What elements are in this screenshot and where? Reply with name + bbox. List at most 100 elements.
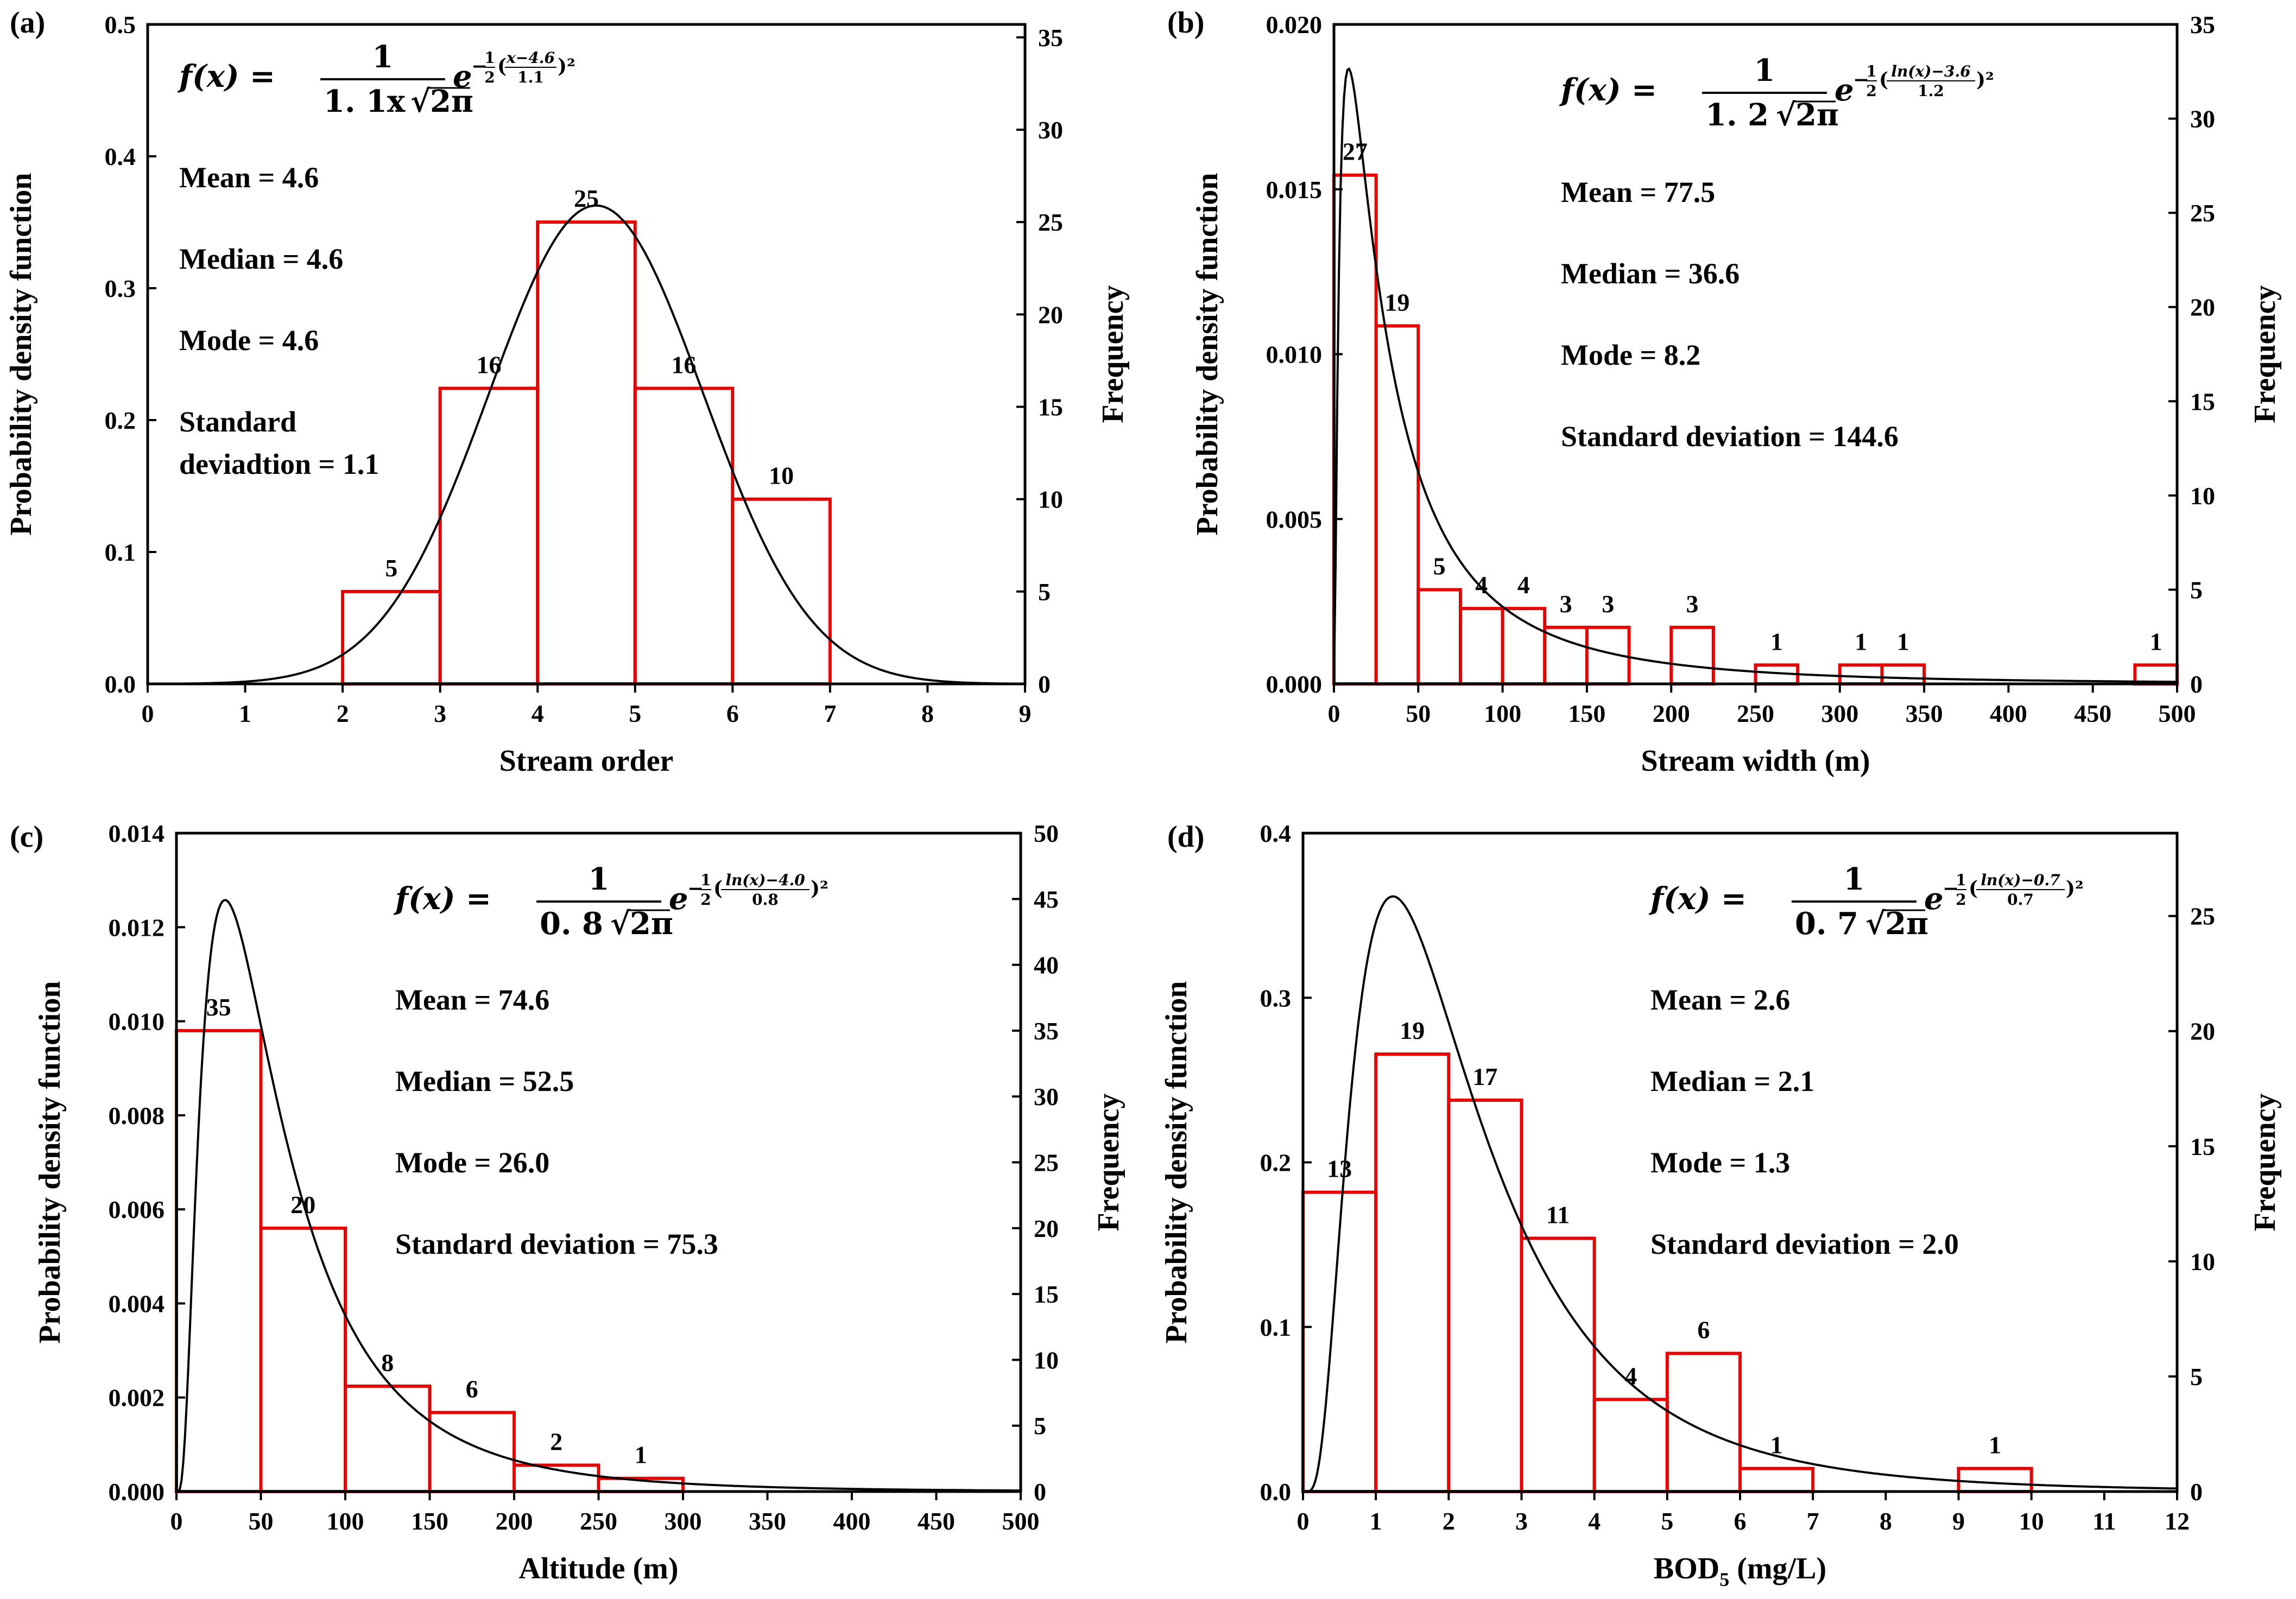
histogram-bar [1447,1098,1523,1493]
bar-label: 19 [1384,288,1409,316]
stat-line: Standard deviation = 144.6 [1561,420,1899,453]
x-tick-label: 5 [629,700,641,727]
histogram-bar [175,1029,263,1493]
histogram-bar [428,1411,516,1493]
bar-label: 5 [1433,552,1446,580]
y-tick-label: 0.006 [109,1196,165,1223]
bar-label: 3 [1560,590,1572,618]
exponent-frac-num: ln(x)−3.6 [1891,62,1970,80]
stat-line: Standard deviation = 2.0 [1650,1228,1959,1260]
stat-line: Mean = 74.6 [395,983,549,1016]
y2-tick-label: 15 [1038,393,1063,421]
equation-e: e [1835,72,1854,108]
y-tick-label: 0.2 [105,407,136,434]
y2-tick-label: 15 [1034,1280,1059,1308]
x-tick-label: 300 [1821,700,1858,727]
y2-tick-label: 15 [2190,1133,2215,1160]
exponent-open: ( [1879,68,1888,91]
equation-numerator: 1 [589,861,610,897]
y-tick-label: 0.2 [1260,1149,1292,1177]
equation-denominator: 1. 2 [1705,97,1769,133]
plot-frame [146,23,1027,686]
x-tick-label: 50 [1406,700,1431,727]
histogram-bar [1880,663,1926,686]
histogram-bar [1669,625,1715,686]
y-tick-label: 0.3 [1260,984,1292,1012]
pdf-equation: f(x) = [393,881,491,917]
x-tick-label: 250 [1737,700,1774,727]
equation-sqrt: √ [410,84,431,119]
bar-label: 1 [1770,627,1783,655]
y2-tick-label: 10 [1034,1346,1059,1374]
x-tick-label: 50 [249,1507,274,1535]
equation-numerator: 1 [1754,53,1775,88]
equation-numerator: 1 [372,39,394,75]
exponent-half-num: 1 [1956,871,1966,889]
histogram-bar [1665,1351,1742,1493]
equation-e: e [1924,881,1944,917]
stat-line: deviadtion = 1.1 [179,448,379,480]
x-tick-label: 9 [1952,1507,1965,1535]
bar-label: 1 [1855,627,1867,655]
panel-label: (d) [1167,820,1204,854]
x-tick-label: 6 [1734,1507,1747,1535]
y-tick-label: 0.004 [109,1290,165,1317]
y2-tick-label: 0 [1038,670,1051,698]
exponent-frac-den: 0.8 [752,891,779,909]
y-tick-label: 0.014 [109,820,165,847]
x-tick-label: 8 [1880,1507,1892,1535]
x-axis-label: BOD5 (mg/L) [1654,1552,1826,1590]
exponent-half-den: 2 [1866,82,1876,100]
y2-tick-label: 45 [1034,885,1059,913]
y2-axis-label: Frequency [2248,1093,2282,1231]
x-tick-label: 4 [532,700,544,727]
exponent-open: ( [497,55,507,78]
bar-label: 19 [1400,1017,1425,1044]
stat-line: Median = 2.1 [1650,1065,1814,1097]
x-tick-label: 450 [918,1507,955,1535]
exponent-frac-den: 0.7 [2007,891,2034,909]
y2-tick-label: 5 [1038,578,1051,606]
y-tick-label: 0.4 [105,143,136,170]
x-tick-label: 12 [2165,1507,2190,1535]
y2-tick-label: 15 [2190,388,2215,415]
y-tick-label: 0.000 [1266,670,1323,698]
stat-line: Mean = 77.5 [1561,176,1715,208]
y2-tick-label: 0 [2190,670,2203,698]
exponent-close: )² [1976,68,1994,91]
y-tick-label: 0.012 [109,913,165,941]
equation-denominator: 1. 1x [324,84,406,119]
y-tick-label: 0.008 [109,1102,165,1130]
x-tick-label: 5 [1661,1507,1673,1535]
y-tick-label: 0.1 [105,538,136,566]
bar-label: 1 [1897,627,1909,655]
bar-label: 10 [769,462,794,490]
x-tick-label: 100 [327,1507,364,1535]
y2-axis-label: Frequency [2248,285,2282,423]
stat-line: Mode = 26.0 [395,1146,549,1179]
x-tick-label: 350 [1906,700,1943,727]
x-axis-label: Stream width (m) [1641,744,1870,778]
equation-sqrt-arg: 2π [430,84,473,119]
stat-line: Standard [179,405,296,438]
pdf-curve [1303,895,2177,1493]
x-tick-label: 0 [142,700,154,727]
x-tick-label: 6 [726,700,739,727]
x-tick-label: 7 [1807,1507,1819,1535]
y2-tick-label: 20 [2190,1018,2215,1045]
y2-tick-label: 20 [1038,301,1063,328]
bar-label: 4 [1517,571,1530,599]
exponent-half-num: 1 [700,871,711,889]
bar-label: 3 [1686,590,1699,618]
x-tick-label: 500 [1002,1507,1040,1535]
stat-line: Median = 52.5 [395,1065,574,1097]
y2-tick-label: 40 [1034,951,1059,979]
panel-label: (a) [10,6,45,40]
histogram-bar [1738,1467,1815,1493]
bar-label: 5 [385,554,397,582]
stat-line: Mean = 2.6 [1650,983,1790,1016]
exponent-half-den: 2 [1956,891,1966,909]
bar-label: 1 [1770,1431,1783,1459]
exponent-close: )² [558,55,575,78]
